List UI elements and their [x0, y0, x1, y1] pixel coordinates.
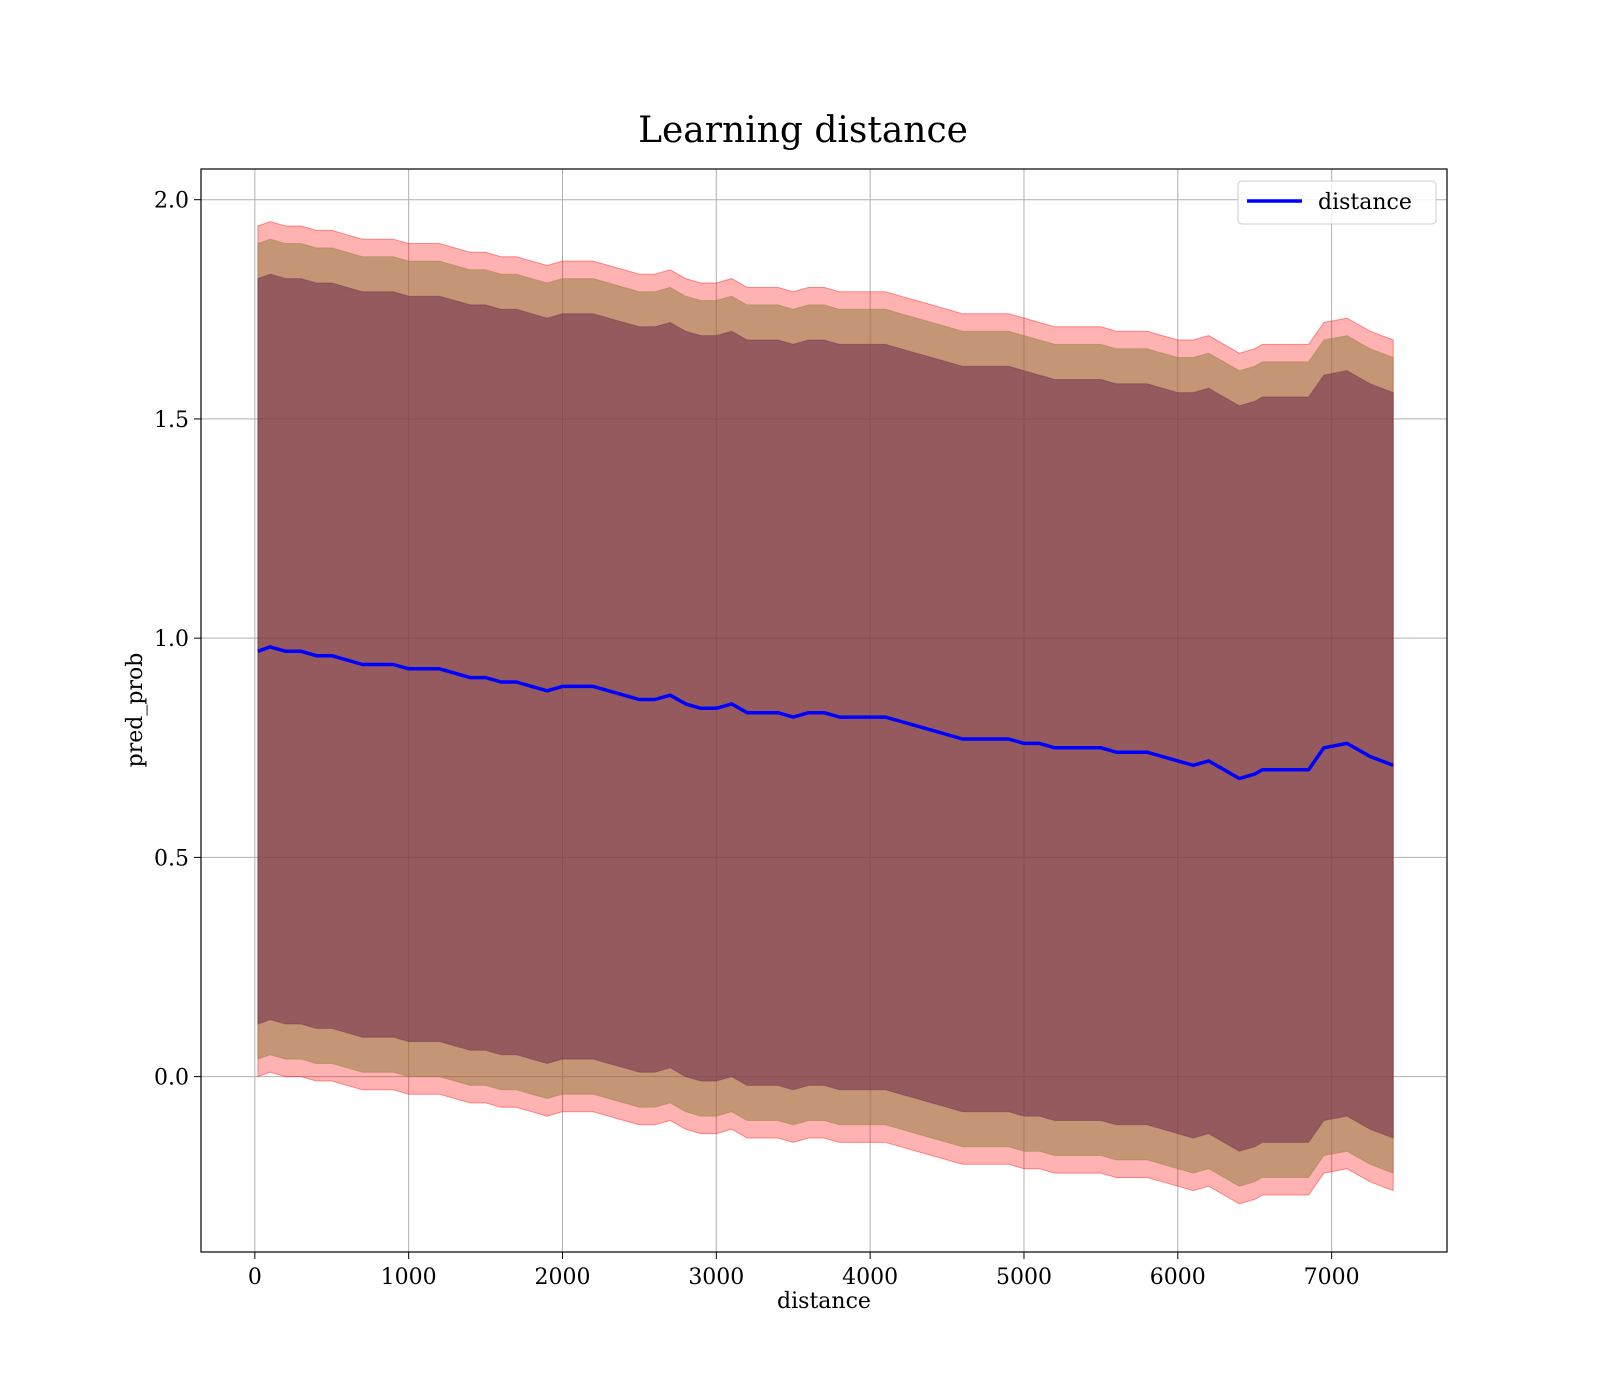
y-tick-label: 2.0 [154, 189, 189, 214]
x-axis-label: distance [777, 1289, 871, 1314]
x-tick-label: 5000 [996, 1265, 1052, 1290]
x-tick-label: 4000 [842, 1265, 898, 1290]
x-tick-label: 3000 [688, 1265, 744, 1290]
x-axis-ticks: 0 1000 2000 3000 4000 5000 6000 7000 [248, 1252, 1360, 1290]
legend-box [1237, 180, 1437, 225]
series-line-distance [257, 645, 1394, 781]
x-tick-label: 2000 [534, 1265, 590, 1290]
y-axis-label: pred_prob [123, 653, 148, 768]
x-tick-label: 0 [248, 1265, 262, 1290]
series-lines [257, 645, 1394, 781]
y-tick-label: 1.5 [154, 408, 189, 433]
legend-entry-distance: distance [1318, 190, 1412, 215]
y-tick-label: 1.0 [154, 627, 189, 652]
plot-frame [200, 168, 1448, 1253]
legend: distance [1237, 180, 1437, 225]
x-tick-label: 1000 [381, 1265, 437, 1290]
y-tick-label: 0.5 [154, 846, 189, 871]
chart-title: Learning distance [638, 110, 968, 151]
x-tick-label: 6000 [1150, 1265, 1206, 1290]
x-tick-label: 7000 [1304, 1265, 1360, 1290]
y-axis-ticks: 0.0 0.5 1.0 1.5 2.0 [154, 189, 201, 1091]
y-tick-label: 0.0 [154, 1066, 189, 1091]
